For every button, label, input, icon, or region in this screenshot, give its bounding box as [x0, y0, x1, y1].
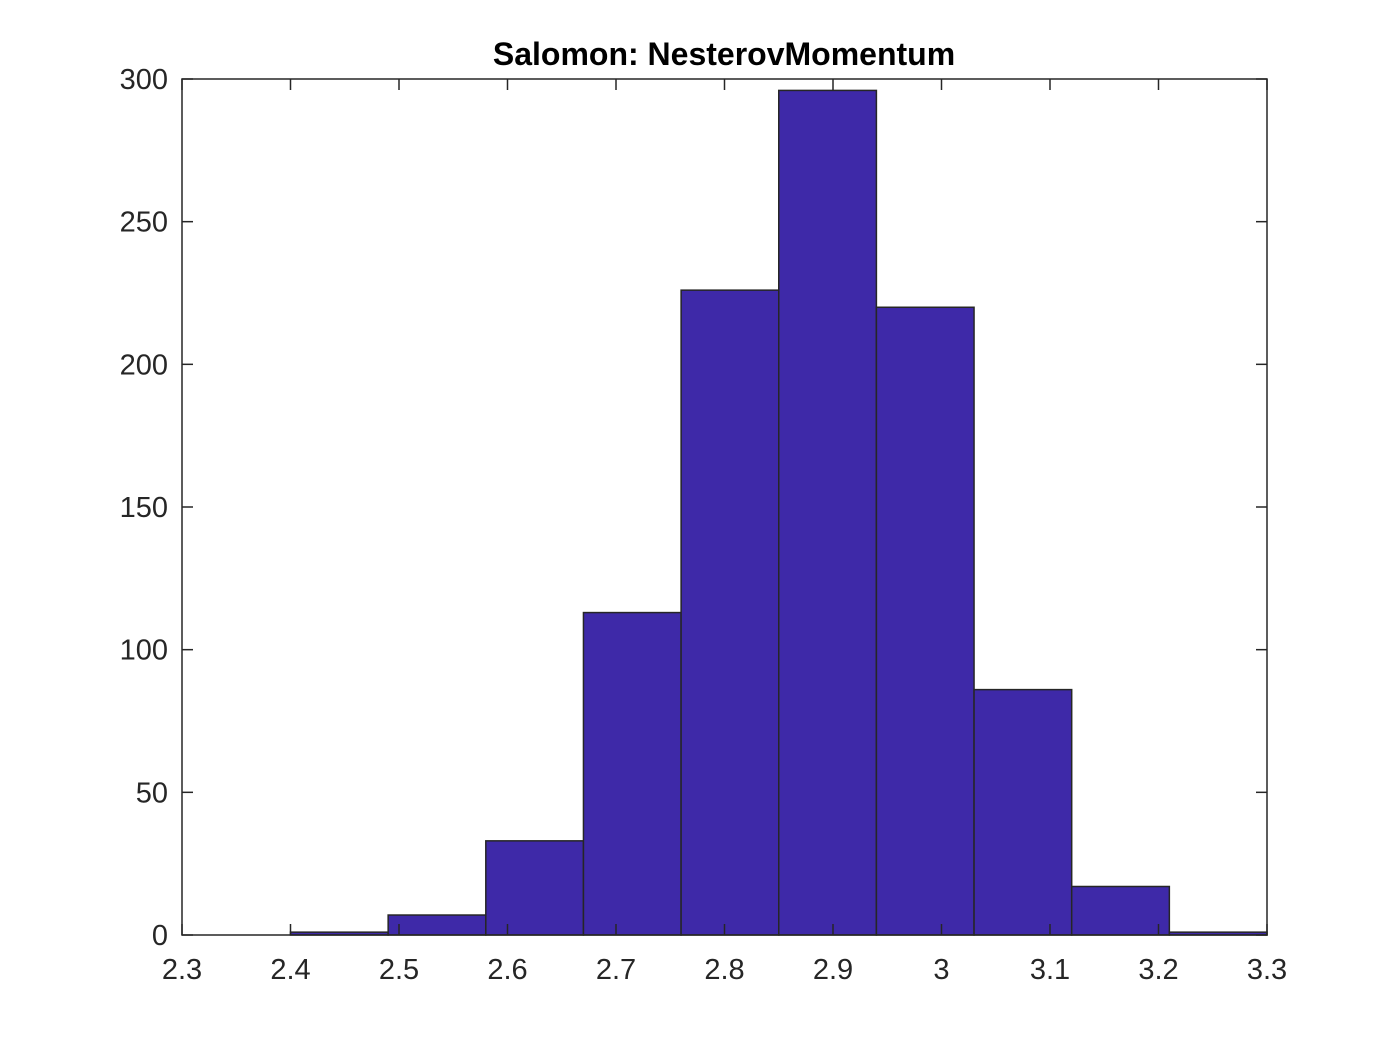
x-tick-label: 3.2: [1138, 954, 1178, 986]
histogram-bar: [387, 914, 487, 936]
x-tick-label: 2.8: [704, 954, 744, 986]
x-tick-label: 3.1: [1030, 954, 1070, 986]
y-tick-label: 50: [136, 777, 168, 809]
x-tick-label: 2.7: [596, 954, 636, 986]
y-tick-label: 200: [120, 349, 168, 381]
histogram-bar: [1070, 885, 1171, 936]
histogram-bar: [485, 840, 585, 936]
y-tick-label: 300: [120, 64, 168, 96]
x-tick-label: 3: [933, 954, 949, 986]
x-tick-label: 3.3: [1247, 954, 1287, 986]
x-tick-label: 2.5: [379, 954, 419, 986]
x-tick-label: 2.6: [487, 954, 527, 986]
y-axis-ticks: 0 50 100 150 200 250 300: [120, 64, 1267, 952]
y-tick-label: 100: [120, 635, 168, 667]
y-tick-label: 150: [120, 492, 168, 524]
x-axis-ticks: 2.3 2.4 2.5 2.6 2.7 2.8 2.9 3 3.1 3.2 3.3: [162, 79, 1287, 986]
histogram-bar: [973, 688, 1073, 936]
y-tick-label: 0: [152, 920, 168, 952]
histogram-bar: [680, 289, 780, 936]
x-tick-label: 2.3: [162, 954, 202, 986]
x-tick-label: 2.9: [813, 954, 853, 986]
bars-group: [289, 89, 1268, 936]
histogram-bar: [582, 611, 682, 936]
histogram-bar: [778, 89, 878, 936]
chart-title: Salomon: NesterovMomentum: [493, 36, 955, 72]
histogram-bar: [875, 306, 975, 936]
y-tick-label: 250: [120, 207, 168, 239]
x-tick-label: 2.4: [270, 954, 310, 986]
